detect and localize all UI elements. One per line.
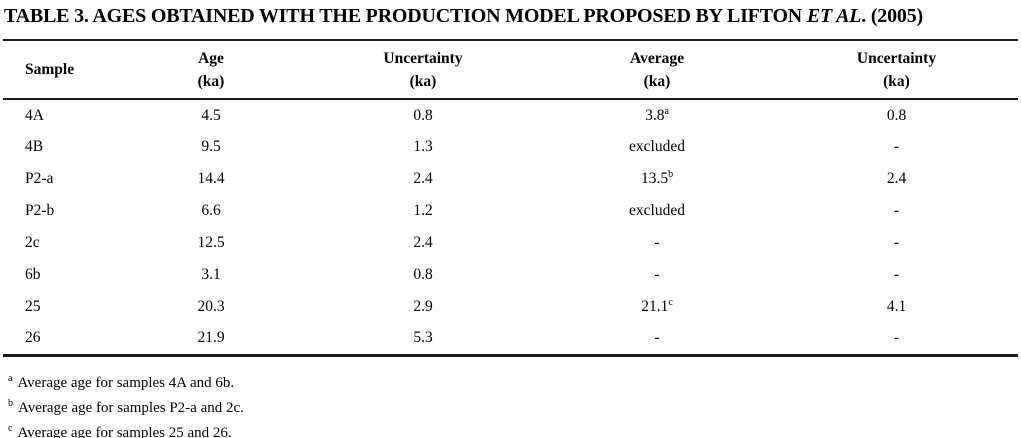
- cell-average-value: excluded: [629, 202, 685, 219]
- cell-average-value: 13.5: [640, 170, 669, 187]
- header-avg-uncertainty-label: Uncertainty: [856, 49, 937, 67]
- cell-uncertainty: 0.8: [413, 266, 433, 283]
- cell-uncertainty: 1.3: [413, 138, 433, 155]
- cell-average-footnote-marker: a: [664, 105, 669, 117]
- cell-average-value: -: [654, 329, 660, 347]
- cell-age: 9.5: [201, 138, 221, 155]
- table-row: 26 21.9 5.3 - -: [3, 323, 1018, 357]
- cell-sample: 26: [3, 323, 115, 357]
- cell-average-value: 3.8: [645, 106, 665, 124]
- header-avg-uncertainty: Uncertainty (ka): [775, 40, 1018, 100]
- cell-average-footnote-marker: c: [668, 296, 673, 308]
- cell-average: -: [539, 259, 775, 291]
- cell-age: 20.3: [197, 298, 225, 315]
- cell-avg-uncertainty: -: [893, 234, 900, 251]
- cell-sample: 4B: [25, 138, 44, 155]
- cell-average: excluded: [539, 195, 775, 227]
- cell-sample: 6b: [25, 266, 41, 283]
- cell-average: -: [539, 323, 775, 357]
- footnote-a: a Average age for samples 4A and 6b.: [8, 371, 1021, 396]
- table-title-italic: ET AL: [806, 5, 862, 27]
- footnote-c: c Average age for samples 25 and 26.: [8, 421, 1021, 438]
- cell-uncertainty: 2.4: [413, 234, 433, 251]
- cell-avg-uncertainty: 0.8: [886, 106, 907, 124]
- header-age: Age (ka): [115, 40, 307, 100]
- cell-avg-uncertainty: 2.4: [886, 170, 907, 187]
- cell-uncertainty: 1.2: [413, 202, 433, 219]
- header-uncertainty: Uncertainty (ka): [307, 40, 539, 100]
- cell-sample: 25: [25, 298, 41, 315]
- cell-sample: P2-a: [25, 170, 54, 187]
- cell-average-value: 21.1: [641, 298, 669, 315]
- footnote-a-marker: a: [8, 372, 13, 384]
- cell-age: 3.1: [201, 266, 221, 283]
- table-row: 2c 12.5 2.4 - -: [3, 227, 1018, 259]
- table-row: 25 20.3 2.9 21.1c 4.1: [3, 291, 1018, 323]
- footnote-b-text: Average age for samples P2-a and 2c.: [18, 399, 244, 416]
- cell-average-value: -: [654, 234, 660, 251]
- footnote-c-text: Average age for samples 25 and 26.: [17, 424, 232, 438]
- cell-average-value: excluded: [629, 138, 685, 155]
- footnote-c-marker: c: [8, 422, 13, 434]
- header-average: Average (ka): [539, 40, 775, 100]
- table-row: P2-a 14.4 2.4 13.5b 2.4: [3, 163, 1018, 195]
- cell-average-footnote-marker: b: [668, 168, 674, 180]
- footnotes: a Average age for samples 4A and 6b. b Ave…: [8, 371, 1021, 438]
- table-row: 4A 4.5 0.8 3.8a 0.8: [3, 99, 1018, 131]
- header-uncertainty-unit: (ka): [409, 72, 437, 90]
- header-sample-label: Sample: [25, 61, 75, 78]
- cell-sample: 4A: [25, 106, 44, 124]
- header-average-label: Average: [630, 49, 684, 67]
- header-age-unit: (ka): [197, 72, 225, 90]
- footnote-a-text: Average age for samples 4A and 6b.: [17, 374, 235, 391]
- header-age-label: Age: [198, 49, 224, 67]
- header-sample: Sample: [3, 40, 115, 100]
- table-row: 6b 3.1 0.8 - -: [3, 259, 1018, 291]
- cell-avg-uncertainty: -: [893, 138, 900, 155]
- cell-average: 3.8a: [539, 99, 775, 131]
- cell-avg-uncertainty: 4.1: [886, 298, 907, 315]
- cell-average-value: -: [654, 266, 660, 283]
- cell-uncertainty: 2.9: [413, 298, 433, 315]
- header-avg-uncertainty-unit: (ka): [883, 72, 910, 90]
- cell-average: 13.5b: [539, 163, 775, 195]
- cell-age: 4.5: [201, 106, 221, 124]
- cell-average: 21.1c: [539, 291, 775, 323]
- header-uncertainty-label: Uncertainty: [383, 49, 463, 67]
- table-title-prefix: TABLE 3. AGES OBTAINED WITH THE PRODUCTI…: [4, 5, 807, 27]
- cell-age: 14.4: [197, 170, 225, 187]
- cell-avg-uncertainty: -: [893, 202, 900, 219]
- cell-average: excluded: [539, 131, 775, 163]
- table-row: P2-b 6.6 1.2 excluded -: [3, 195, 1018, 227]
- table-row: 4B 9.5 1.3 excluded -: [3, 131, 1018, 163]
- cell-sample: 2c: [25, 234, 40, 251]
- header-average-unit: (ka): [643, 72, 671, 90]
- footnote-b-marker: b: [8, 397, 13, 409]
- cell-avg-uncertainty: -: [775, 323, 1018, 357]
- cell-uncertainty: 2.4: [413, 170, 433, 187]
- cell-age: 6.6: [201, 202, 221, 219]
- cell-age: 12.5: [197, 234, 225, 251]
- cell-age: 21.9: [115, 323, 307, 357]
- ages-table: Sample Age (ka) Uncertainty (ka) Average (k…: [3, 39, 1018, 357]
- table-title-suffix: . (2005): [861, 5, 923, 27]
- cell-uncertainty: 5.3: [307, 323, 539, 357]
- cell-avg-uncertainty: -: [893, 266, 900, 283]
- cell-uncertainty: 0.8: [413, 106, 433, 124]
- cell-sample: P2-b: [25, 202, 55, 219]
- cell-average: -: [539, 227, 775, 259]
- footnote-b: b Average age for samples P2-a and 2c.: [8, 396, 1021, 421]
- table-title: TABLE 3. AGES OBTAINED WITH THE PRODUCTI…: [4, 5, 1021, 28]
- header-row: Sample Age (ka) Uncertainty (ka) Average (k…: [3, 40, 1018, 100]
